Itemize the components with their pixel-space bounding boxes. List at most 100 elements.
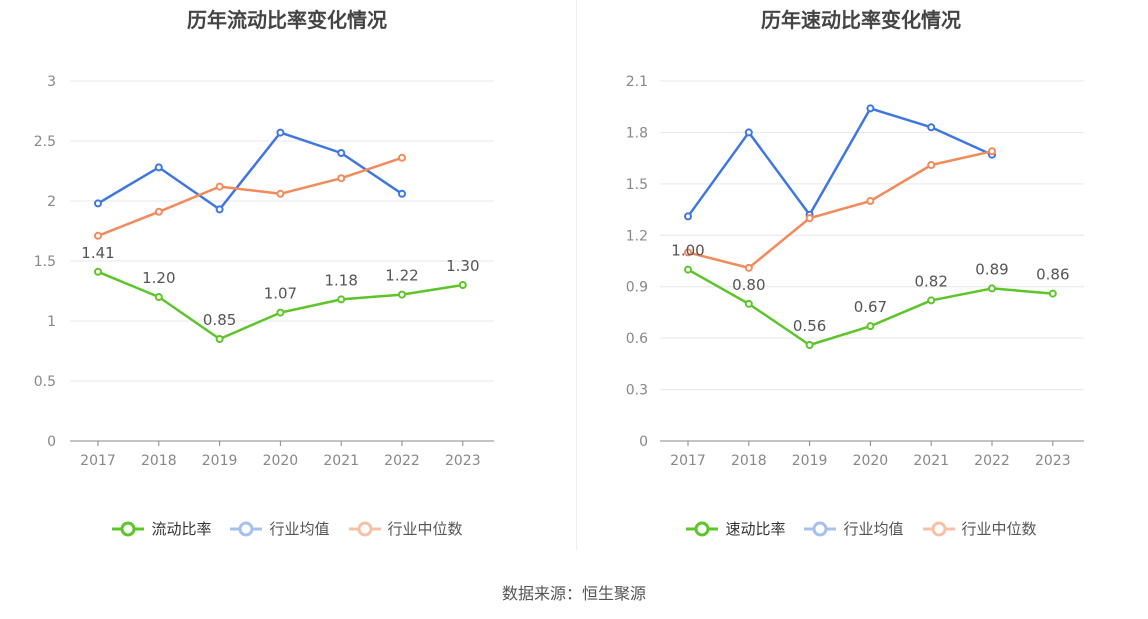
data-point: [927, 161, 936, 169]
data-point: [94, 199, 102, 208]
data-point: [744, 263, 753, 272]
current-ratio-panel: 历年流动比率变化情况 0 0.5 1 1.5 2 2.5 3 2017 2018 2019 2020…: [0, 0, 574, 555]
y-tick-label: 2: [47, 194, 56, 210]
legend-item-series-2[interactable]: 行业中位数: [922, 518, 1037, 539]
legend-item-series-1[interactable]: 行业均值: [803, 518, 904, 539]
legend-line-icon: [804, 521, 837, 536]
data-point: [398, 290, 406, 299]
data-point: [154, 163, 163, 172]
data-label: 0.67: [854, 298, 887, 316]
x-tick-label: 2023: [445, 453, 481, 469]
data-point: [458, 281, 467, 289]
data-point: [866, 197, 875, 205]
y-tick-label: 2.1: [626, 74, 648, 90]
data-point: [398, 189, 406, 198]
data-point: [337, 149, 346, 157]
data-point: [215, 335, 224, 343]
y-tick-label: 1.5: [626, 177, 648, 193]
data-label: 0.89: [975, 260, 1008, 278]
quick-ratio-chart: 0 0.3 0.6 0.9 1.2 1.5 1.8 2.1 2017 2018 2019 2020 20…: [626, 74, 1084, 469]
data-point: [927, 296, 936, 305]
series-line-2: [97, 156, 403, 237]
x-tick-label: 2018: [141, 453, 177, 469]
data-point: [154, 293, 163, 301]
legend-label: 行业中位数: [387, 520, 463, 538]
y-tick-label: 0: [47, 434, 56, 450]
x-tick-label: 2020: [263, 453, 299, 469]
legend-line-icon: [686, 521, 719, 536]
data-point: [805, 341, 814, 349]
chart-title: 历年流动比率变化情况: [187, 8, 387, 32]
data-source-note: 数据来源：恒生聚源: [501, 584, 646, 603]
quick-ratio-panel: 历年速动比率变化情况 0 0.3 0.6 0.9 1.2 1.5 1.8 2.1 2017 201…: [574, 0, 1148, 555]
data-label: 1.22: [385, 267, 418, 285]
panel-divider: [576, 0, 577, 550]
data-label: 0.56: [793, 317, 826, 335]
legend-label: 行业均值: [843, 520, 904, 538]
data-point: [684, 265, 692, 274]
data-point: [866, 104, 875, 113]
y-tick-label: 3: [47, 74, 56, 90]
data-point: [866, 322, 875, 331]
data-point: [215, 205, 224, 214]
x-tick-label: 2021: [323, 453, 359, 469]
x-tick-label: 2019: [792, 453, 828, 469]
current-ratio-chart: 0 0.5 1 1.5 2 2.5 3 2017 2018 2019 2020 2021 2022 202…: [34, 74, 494, 469]
x-tick-label: 2018: [731, 453, 767, 469]
data-point: [276, 128, 285, 137]
x-tick-label: 2019: [202, 453, 238, 469]
series-line-1: [686, 107, 993, 218]
data-point: [927, 123, 936, 132]
legend-line-icon: [348, 521, 381, 536]
data-label: 0.86: [1036, 266, 1069, 284]
y-tick-label: 1.2: [626, 228, 648, 244]
x-tick-label: 2017: [80, 453, 116, 469]
data-point: [1048, 289, 1057, 298]
legend-item-series-0[interactable]: 速动比率: [685, 518, 785, 539]
legend-label: 行业均值: [269, 520, 330, 538]
data-point: [276, 308, 285, 317]
y-tick-label: 0.5: [34, 374, 56, 390]
series-line-2: [687, 150, 993, 270]
data-point: [337, 295, 346, 304]
y-tick-label: 1.8: [626, 125, 648, 141]
legend-label: 速动比率: [725, 520, 786, 538]
data-label: 1.00: [671, 242, 704, 260]
data-point: [337, 174, 346, 183]
data-label: 0.80: [732, 276, 765, 294]
y-tick-label: 0.9: [626, 280, 648, 296]
x-tick-label: 2020: [853, 453, 889, 469]
y-tick-label: 1.5: [34, 254, 56, 270]
legend: 流动比率 行业均值 行业中位数: [0, 518, 574, 539]
data-point: [398, 153, 406, 162]
data-label: 1.41: [81, 244, 114, 262]
data-point: [744, 299, 753, 308]
chart-title: 历年速动比率变化情况: [761, 8, 961, 32]
data-point: [684, 212, 692, 221]
data-point: [988, 147, 996, 156]
legend-item-series-2[interactable]: 行业中位数: [348, 518, 463, 539]
y-tick-label: 2.5: [34, 134, 56, 150]
legend-item-series-0[interactable]: 流动比率: [111, 518, 211, 539]
data-point: [988, 284, 996, 293]
y-tick-label: 0: [639, 434, 648, 450]
legend-line-icon: [230, 521, 263, 536]
data-label: 1.30: [446, 257, 479, 275]
series-line-1: [97, 131, 403, 211]
data-point: [94, 231, 102, 240]
y-tick-label: 1: [47, 314, 56, 330]
legend-line-icon: [922, 521, 955, 536]
data-point: [744, 128, 753, 137]
data-label: 1.20: [142, 269, 175, 287]
data-point: [276, 189, 285, 198]
x-tick-label: 2022: [384, 453, 420, 469]
x-tick-label: 2022: [974, 453, 1010, 469]
data-label: 1.07: [264, 285, 297, 303]
data-label: 0.82: [914, 272, 947, 290]
x-tick-label: 2023: [1035, 453, 1071, 469]
x-tick-label: 2017: [670, 453, 706, 469]
legend-item-series-1[interactable]: 行业均值: [229, 518, 330, 539]
data-point: [94, 267, 102, 276]
data-label: 1.18: [324, 271, 357, 289]
data-point: [154, 207, 163, 216]
